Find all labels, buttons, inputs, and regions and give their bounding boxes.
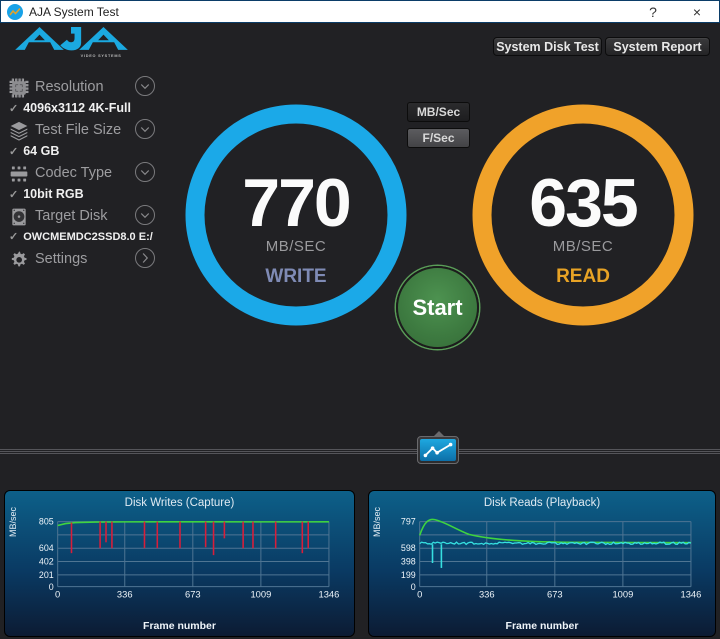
svg-text:398: 398 bbox=[401, 556, 416, 566]
svg-text:201: 201 bbox=[39, 570, 54, 580]
svg-text:1009: 1009 bbox=[612, 590, 633, 600]
svg-text:598: 598 bbox=[401, 543, 416, 553]
svg-text:0: 0 bbox=[411, 582, 416, 592]
svg-text:797: 797 bbox=[401, 517, 416, 527]
svg-text:0: 0 bbox=[417, 590, 422, 600]
svg-text:673: 673 bbox=[547, 590, 563, 600]
svg-text:805: 805 bbox=[39, 517, 54, 527]
svg-text:336: 336 bbox=[479, 590, 495, 600]
svg-text:1346: 1346 bbox=[681, 590, 702, 600]
svg-text:1346: 1346 bbox=[319, 590, 340, 600]
svg-text:336: 336 bbox=[117, 590, 133, 600]
svg-text:0: 0 bbox=[49, 582, 54, 592]
svg-text:402: 402 bbox=[39, 556, 54, 566]
svg-text:604: 604 bbox=[39, 543, 54, 553]
svg-text:199: 199 bbox=[401, 570, 416, 580]
svg-text:673: 673 bbox=[185, 590, 201, 600]
svg-text:1009: 1009 bbox=[250, 590, 271, 600]
svg-text:0: 0 bbox=[55, 590, 60, 600]
svg-text:VIDEO SYSTEMS: VIDEO SYSTEMS bbox=[81, 54, 122, 58]
